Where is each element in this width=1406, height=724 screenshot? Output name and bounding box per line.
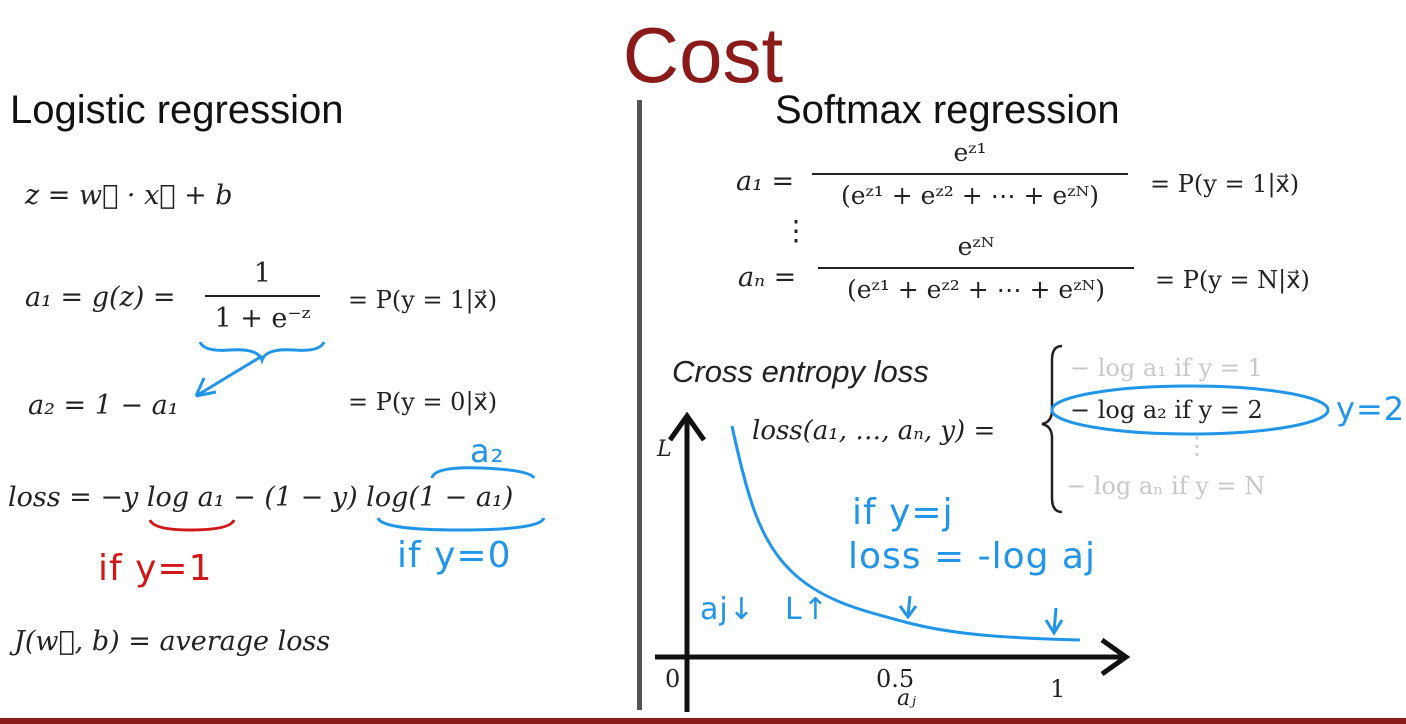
tick-0: 0: [665, 665, 681, 693]
softmax-aN-rhs: = P(y = N|x⃗): [1155, 266, 1310, 294]
note-loss-log-aj: loss = -log aj: [848, 536, 1096, 577]
y-axis-arrowhead: [667, 411, 707, 442]
loss-case-2: − log a₂ if y = 2: [1070, 396, 1263, 424]
eq-z: z = w⃗ · x⃗ + b: [25, 180, 233, 211]
brace-under-log-a1: [148, 519, 236, 532]
softmax-a1-denominator: (eᶻ¹ + eᶻ² + ⋯ + eᶻᴺ): [840, 181, 1100, 210]
footer-rule: [0, 718, 1406, 724]
note-if-y1: if y=1: [98, 548, 213, 589]
softmax-aN-fraction: eᶻᴺ (eᶻ¹ + eᶻ² + ⋯ + eᶻᴺ): [818, 232, 1134, 304]
eq-cost-j: J(w⃗, b) = average loss: [14, 626, 331, 657]
eq-a1-denominator: 1 + e⁻ᶻ: [214, 303, 311, 334]
tick-0-5: 0.5: [876, 665, 915, 693]
loss-case-1: − log a₁ if y = 1: [1070, 354, 1263, 382]
cross-entropy-label: Cross entropy loss: [672, 354, 929, 389]
loss-function-lhs: loss(a₁, …, aₙ, y) =: [752, 416, 996, 446]
axis-y-label: L: [657, 437, 672, 462]
eq-a2-lhs: a₂ = 1 − a₁: [28, 390, 179, 421]
tick-1: 1: [1050, 675, 1066, 703]
arrow-point-05: [898, 595, 918, 620]
x-axis-arrowhead: [1100, 637, 1131, 677]
note-a2: a₂: [470, 432, 505, 470]
eq-loss: loss = −y log a₁ − (1 − y) log(1 − a₁): [8, 482, 514, 513]
eq-a1-lhs: a₁ = g(z) =: [25, 282, 176, 313]
note-if-y0: if y=0: [397, 535, 512, 576]
note-L-up: L↑: [785, 592, 829, 627]
fraction-bar: [205, 295, 320, 297]
softmax-aN-numerator: eᶻᴺ: [957, 232, 995, 261]
softmax-a1-fraction: eᶻ¹ (eᶻ¹ + eᶻ² + ⋯ + eᶻᴺ): [812, 138, 1128, 210]
softmax-a1-lhs: a₁ =: [736, 166, 795, 197]
logistic-heading: Logistic regression: [10, 88, 344, 132]
cases-brace: [1041, 344, 1063, 514]
note-aj-down: aj↓: [700, 592, 755, 627]
vertical-dots: ⋮: [782, 214, 810, 247]
loss-case-dots: ⋮: [1185, 432, 1209, 460]
brace-over-log-term: [430, 466, 536, 479]
eq-a1-numerator: 1: [253, 258, 272, 289]
arrow-to-a2: [194, 354, 263, 398]
eq-a2-rhs: = P(y = 0|x⃗): [348, 388, 498, 416]
brace-under-log-term: [376, 517, 546, 532]
softmax-heading: Softmax regression: [775, 88, 1120, 132]
neg-log-curve: [730, 425, 1081, 642]
highlight-case-2: [1050, 384, 1330, 436]
loss-case-N: − log aₙ if y = N: [1066, 472, 1266, 500]
softmax-aN-lhs: aₙ =: [738, 262, 797, 293]
arrow-point-1: [1044, 607, 1064, 636]
eq-a1-rhs: = P(y = 1|x⃗): [348, 286, 498, 314]
note-if-y-j: if y=j: [852, 492, 954, 533]
brace-under-denominator: [198, 341, 326, 365]
column-divider: [637, 100, 642, 710]
note-y2: y=2: [1336, 390, 1406, 428]
fraction-bar: [812, 173, 1128, 175]
softmax-aN-denominator: (eᶻ¹ + eᶻ² + ⋯ + eᶻᴺ): [846, 275, 1106, 304]
softmax-a1-rhs: = P(y = 1|x⃗): [1150, 170, 1300, 198]
fraction-bar: [818, 267, 1134, 269]
eq-a1-fraction: 1 1 + e⁻ᶻ: [205, 258, 320, 334]
axis-x-label: aⱼ: [897, 686, 916, 711]
slide-title: Cost: [622, 11, 784, 99]
softmax-a1-numerator: eᶻ¹: [953, 138, 987, 167]
